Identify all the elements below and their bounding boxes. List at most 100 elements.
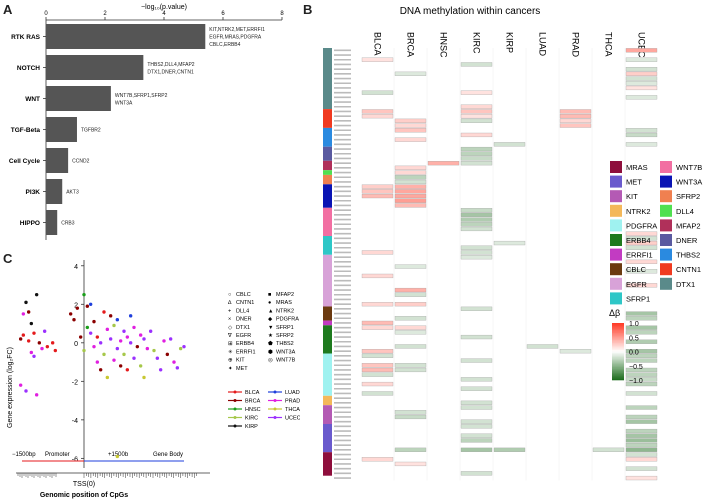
gene-annotation: CCND2 [72,159,89,165]
scatter-point [37,341,42,345]
scatter-point [68,312,73,316]
gene-annotation: CBLC,ERBB4 [209,42,240,48]
scatter-point [162,339,166,343]
scatter-point [132,325,136,330]
heatmap-cell [427,161,460,166]
heatmap-cell [394,367,427,373]
colorbar-segment [612,347,624,349]
heatmap-cell [394,316,427,321]
bar [46,55,144,80]
gene-symbol-marker: ▼ [268,325,273,331]
gene-annotation: THBS2,DLL4,MFAP2 [147,62,194,68]
gene-symbol-label: MET [236,366,248,372]
gene-symbol-label: NTRK2 [276,308,294,314]
scatter-point [42,329,47,333]
scatter-point [132,356,136,360]
gene-symbol-label: KIT [236,358,245,364]
scatter-point [26,339,31,343]
heatmap-cell [460,132,493,138]
colorbar-title: Δβ [609,308,620,318]
gene-legend-label: ERRFI1 [626,251,653,260]
scatter-point [78,335,83,339]
heatmap-cell [625,443,658,448]
gene-legend-label: SFRP2 [676,192,700,201]
heatmap-cell [625,330,658,335]
gene-symbol-label: THBS2 [276,341,294,347]
heatmap-cell [460,306,493,311]
colorbar-segment [612,325,624,328]
heatmap-cell [625,414,658,420]
x-axis-label: −log₁₀(p.value) [141,4,187,11]
heatmap-cell [460,447,493,452]
heatmap-cell [625,391,658,396]
bar [46,117,77,142]
row-gene-strip [323,325,332,354]
heatmap-cell [460,405,493,410]
heatmap-cell [625,236,658,241]
row-gene-strip [323,160,332,171]
heatmap-cell [361,302,394,307]
heatmap-cell [394,203,427,208]
scatter-point [95,360,100,364]
category-label: RTK RAS [11,34,41,41]
row-gene-strip [323,48,332,110]
heatmap-cell [625,428,658,434]
scatter-point [152,348,156,353]
gene-legend-label: MET [626,178,642,187]
scatter-point [85,325,90,330]
heatmap-cell [625,283,658,288]
colorbar-segment [612,352,624,355]
scatter-point [72,318,76,322]
scatter-point [45,344,50,349]
gene-legend-label: DLL4 [676,207,694,216]
cancer-legend-label: KIRC [245,416,258,422]
gene-symbol-marker: ◇ [228,325,233,331]
heatmap-cell [625,419,658,424]
heatmap-cell [460,222,493,227]
scatter-point [88,302,93,306]
column-label: LUAD [538,32,548,57]
colorbar-segment [612,337,624,339]
colorbar-segment [612,332,624,335]
row-gene-strip [323,146,332,161]
scatter-point [138,333,143,337]
gene-symbol-marker: ∆ [228,300,232,306]
heatmap-cell [361,273,394,279]
scatter-point [165,352,170,357]
gene-symbol-label: MFAP2 [276,292,294,298]
panel-c-letter: C [3,251,13,266]
gene-symbol-marker: ✦ [228,365,233,372]
heatmap-cell [625,405,658,410]
gene-legend-label: THBS2 [676,251,700,260]
heatmap-cell [625,245,658,250]
row-gene-strip [323,320,332,326]
gene-legend-swatch [660,263,672,276]
cancer-legend-marker [273,390,277,394]
heatmap-cell [361,320,394,326]
heatmap-cell [625,48,658,53]
colorbar-segment [612,372,624,375]
x-tick-label: 8 [280,11,284,17]
x-tick-label: 2 [103,11,107,17]
category-label: HIPPO [20,220,40,227]
gene-legend-label: DNER [676,236,698,245]
gene-legend-swatch [610,161,622,173]
gene-legend-swatch [610,248,622,261]
row-gene-strip [323,353,332,396]
scatter-point [145,346,150,351]
promoter-label: Promoter [45,452,70,458]
scatter-point [122,352,126,357]
heatmap-cell [625,132,658,138]
gene-symbol-label: DTX1 [236,325,250,331]
heatmap-cell [460,217,493,222]
heatmap-cell [559,349,592,354]
scatter-point [50,341,55,345]
gene-annotation: WNT7B,SFRP1,SFRP2 [115,93,168,99]
scatter-point [138,364,143,368]
column-label: KIRC [472,32,482,54]
heatmap-cell [625,325,658,330]
heatmap-cell [460,386,493,391]
scatter-point [18,383,23,387]
heatmap-cell [394,363,427,368]
gene-annotation: KIT,NTRK2,MET,ERRFI1 [209,27,265,33]
